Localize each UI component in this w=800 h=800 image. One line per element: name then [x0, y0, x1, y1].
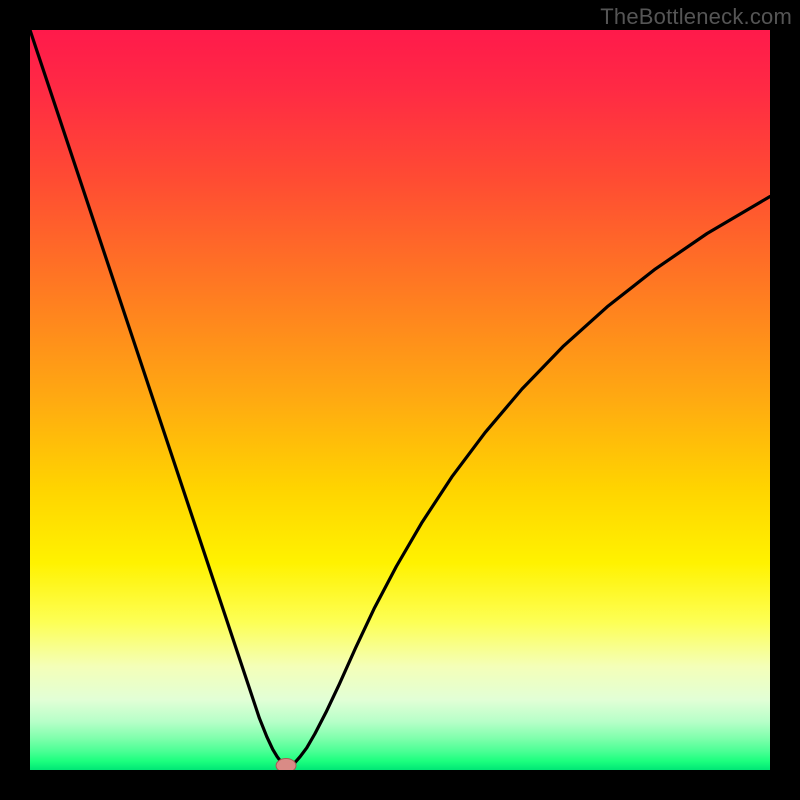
optimum-marker [276, 759, 296, 770]
plot-area [30, 30, 770, 770]
chart-svg [30, 30, 770, 770]
chart-container: TheBottleneck.com [0, 0, 800, 800]
watermark-text: TheBottleneck.com [600, 4, 792, 30]
chart-background [30, 30, 770, 770]
